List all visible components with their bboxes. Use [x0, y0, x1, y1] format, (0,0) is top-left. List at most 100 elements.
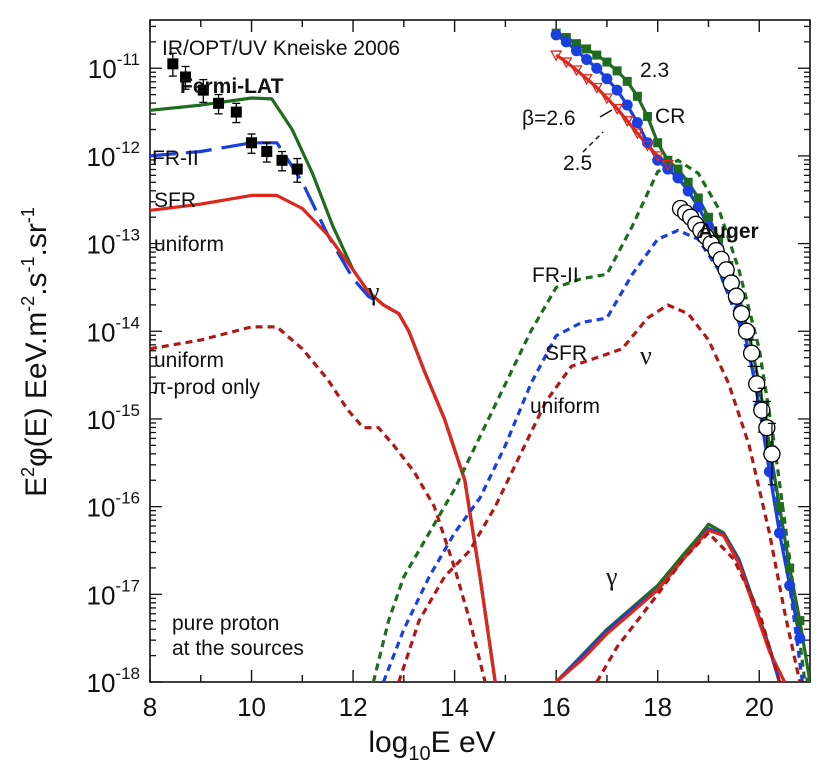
fermi-point	[246, 137, 258, 149]
x-tick-label: 14	[440, 692, 469, 722]
series-line-nu-hi-red	[595, 531, 782, 682]
series-markers	[167, 28, 810, 682]
index-25-label: 2.5	[563, 152, 592, 175]
x-tick-label: 18	[643, 692, 672, 722]
marker-cr-blue	[560, 36, 572, 48]
marker-cr-blue	[774, 527, 786, 539]
y-tick-label: 10-17	[87, 576, 141, 610]
beta-pointer	[599, 109, 613, 118]
fermi-point	[167, 58, 179, 70]
marker-cr-green	[571, 39, 581, 49]
x-tick-label: 16	[542, 692, 571, 722]
marker-cr-blue	[763, 466, 775, 478]
gamma-mid-label: γ	[367, 277, 380, 306]
series-line-nu-uniform	[397, 303, 802, 682]
marker-cr-green	[785, 563, 795, 573]
index-25-pointer	[582, 131, 604, 153]
fermi-point	[291, 163, 303, 175]
auger-point	[753, 401, 771, 419]
marker-cr-green	[795, 616, 805, 626]
marker-cr-red	[651, 151, 664, 163]
marker-cr-green	[764, 440, 774, 450]
marker-cr-green	[714, 234, 724, 244]
marker-cr-green	[582, 44, 592, 54]
marker-cr-green	[703, 212, 713, 222]
marker-cr-blue	[570, 45, 582, 57]
auger-point	[737, 322, 756, 340]
marker-cr-green	[632, 91, 642, 101]
uniform-right-label: uniform	[530, 395, 600, 418]
marker-cr-red	[600, 93, 614, 105]
auger-label: Auger	[698, 220, 759, 243]
marker-cr-blue	[692, 201, 704, 213]
marker-cr-green	[653, 138, 663, 148]
y-tick-label: 10-18	[87, 664, 141, 698]
x-tick-label: 12	[339, 692, 368, 722]
marker-cr-red	[610, 103, 624, 115]
marker-cr-red	[661, 160, 674, 172]
marker-cr-blue	[581, 53, 593, 65]
y-tick-label: 10-11	[88, 50, 140, 84]
y-tick-label: 10-12	[87, 138, 141, 172]
marker-cr-red	[550, 50, 563, 62]
series-line-gamma-piprod	[150, 325, 487, 682]
auger-point	[763, 445, 781, 463]
y-tick-label: 10-16	[87, 489, 141, 523]
uniform-left-label: uniform	[154, 233, 224, 256]
marker-cr-blue	[550, 29, 562, 41]
auger-point	[742, 344, 761, 362]
marker-cr-red	[580, 74, 593, 86]
fermi-point	[213, 97, 225, 109]
marker-cr-blue	[591, 62, 603, 74]
x-tick-label: 20	[745, 692, 774, 722]
x-tick-label: 10	[237, 692, 266, 722]
nu-label: ν	[640, 341, 652, 370]
marker-cr-blue	[784, 580, 796, 592]
marker-cr-green	[622, 76, 632, 86]
marker-cr-green	[602, 57, 612, 67]
index-23-label: 2.3	[640, 59, 669, 82]
fermi-point	[276, 154, 288, 166]
sfr-left-label: SFR	[154, 189, 196, 212]
marker-cr-green	[592, 50, 602, 60]
marker-cr-blue	[672, 172, 684, 184]
auger-point	[727, 287, 746, 305]
y-tick-label: 10-14	[87, 313, 141, 347]
series-line-nu-fr2	[371, 158, 807, 682]
fermi-point	[180, 71, 192, 83]
fermi-point	[197, 84, 209, 96]
marker-cr-blue	[601, 73, 613, 85]
fermi-point	[261, 146, 273, 158]
marker-cr-red	[641, 140, 654, 152]
marker-cr-green	[673, 164, 683, 174]
uniform-piprod-label-2: π-prod only	[152, 376, 260, 399]
y-tick-label: 10-15	[87, 401, 141, 435]
fermi-point	[230, 106, 242, 118]
marker-cr-blue	[611, 84, 623, 96]
marker-cr-red	[570, 65, 583, 77]
fr2-right-label: FR-II	[532, 264, 579, 287]
sfr-right-label: SFR	[545, 342, 587, 365]
marker-cr-green	[612, 66, 622, 76]
pure-proton-label-2: at the sources	[172, 637, 304, 660]
x-axis-label: log10E eV	[368, 726, 495, 765]
x-tick-label: 8	[143, 692, 157, 722]
marker-cr-green	[683, 177, 693, 187]
marker-cr-green	[693, 193, 703, 203]
marker-cr-blue	[621, 99, 633, 111]
marker-cr-blue	[631, 117, 643, 129]
uniform-piprod-label-1: uniform	[154, 349, 224, 372]
marker-cr-green	[805, 677, 810, 682]
fermi-lat-label: Fermi-LAT	[180, 75, 284, 98]
cr-label: CR	[655, 105, 685, 128]
marker-cr-green	[775, 502, 785, 512]
y-axis-label: E2φ(E) EeV.m-2.s-1.sr-1	[18, 207, 53, 497]
marker-cr-red	[621, 116, 634, 128]
marker-cr-red	[590, 82, 603, 94]
chart-title: IR/OPT/UV Kneiske 2006	[162, 37, 400, 60]
beta-label: β=2.6	[522, 107, 576, 130]
y-tick-labels: 10-11 10-12 10-13 10-14 10-15 10-16 10-17 10-18	[87, 50, 141, 698]
pure-proton-label-1: pure proton	[172, 612, 279, 635]
auger-point	[732, 305, 751, 323]
